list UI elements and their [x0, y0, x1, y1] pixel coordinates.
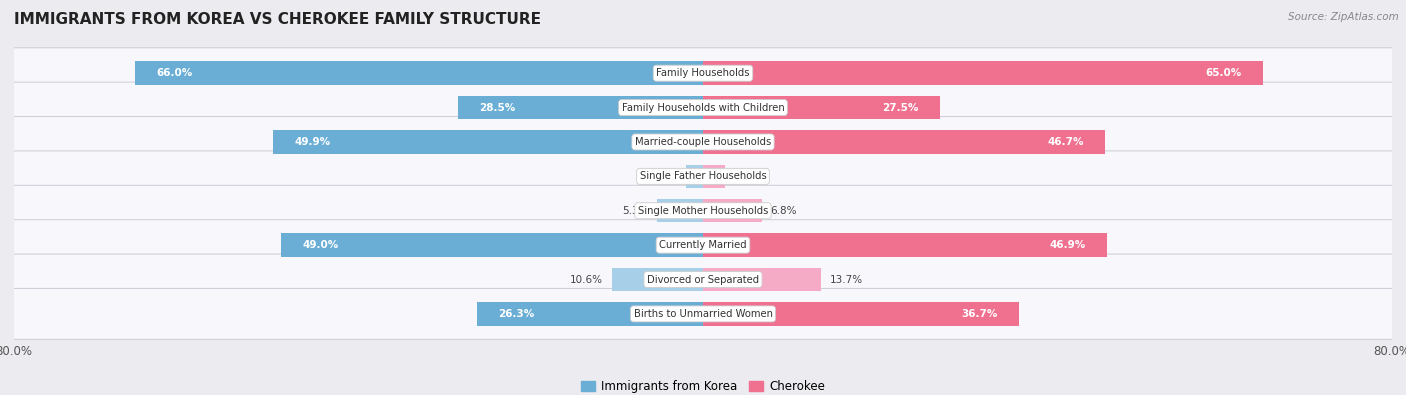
Text: 49.9%: 49.9% [295, 137, 330, 147]
Text: Source: ZipAtlas.com: Source: ZipAtlas.com [1288, 12, 1399, 22]
Bar [703, 302, 1019, 325]
Bar [281, 233, 703, 257]
Text: 66.0%: 66.0% [156, 68, 193, 78]
Text: 10.6%: 10.6% [569, 275, 603, 284]
Text: Divorced or Separated: Divorced or Separated [647, 275, 759, 284]
Text: Family Households: Family Households [657, 68, 749, 78]
Bar [457, 96, 703, 119]
Text: 65.0%: 65.0% [1205, 68, 1241, 78]
FancyBboxPatch shape [7, 254, 1399, 305]
Bar [612, 268, 703, 291]
Bar [703, 233, 1107, 257]
Text: 6.8%: 6.8% [770, 206, 797, 216]
Bar [477, 302, 703, 325]
Legend: Immigrants from Korea, Cherokee: Immigrants from Korea, Cherokee [576, 376, 830, 395]
Bar [703, 268, 821, 291]
Text: Single Father Households: Single Father Households [640, 171, 766, 181]
Text: 5.3%: 5.3% [623, 206, 648, 216]
Text: 26.3%: 26.3% [498, 309, 534, 319]
Bar [273, 130, 703, 154]
Text: Family Households with Children: Family Households with Children [621, 103, 785, 113]
FancyBboxPatch shape [7, 117, 1399, 167]
FancyBboxPatch shape [7, 82, 1399, 133]
Text: 2.6%: 2.6% [734, 171, 761, 181]
Text: 46.9%: 46.9% [1049, 240, 1085, 250]
Text: 28.5%: 28.5% [479, 103, 516, 113]
FancyBboxPatch shape [7, 151, 1399, 202]
Bar [703, 62, 1263, 85]
FancyBboxPatch shape [7, 185, 1399, 236]
Text: 36.7%: 36.7% [962, 309, 997, 319]
Text: 2.0%: 2.0% [651, 171, 678, 181]
Bar [135, 62, 703, 85]
Text: IMMIGRANTS FROM KOREA VS CHEROKEE FAMILY STRUCTURE: IMMIGRANTS FROM KOREA VS CHEROKEE FAMILY… [14, 12, 541, 27]
Text: 13.7%: 13.7% [830, 275, 863, 284]
Text: Married-couple Households: Married-couple Households [636, 137, 770, 147]
Bar [686, 165, 703, 188]
Text: 27.5%: 27.5% [882, 103, 918, 113]
Text: 49.0%: 49.0% [302, 240, 339, 250]
Bar [658, 199, 703, 222]
Text: Currently Married: Currently Married [659, 240, 747, 250]
Bar [703, 199, 762, 222]
Text: 46.7%: 46.7% [1047, 137, 1084, 147]
FancyBboxPatch shape [7, 220, 1399, 271]
FancyBboxPatch shape [7, 48, 1399, 99]
Text: Single Mother Households: Single Mother Households [638, 206, 768, 216]
Bar [703, 96, 939, 119]
Text: Births to Unmarried Women: Births to Unmarried Women [634, 309, 772, 319]
Bar [703, 165, 725, 188]
Bar [703, 130, 1105, 154]
FancyBboxPatch shape [7, 288, 1399, 339]
